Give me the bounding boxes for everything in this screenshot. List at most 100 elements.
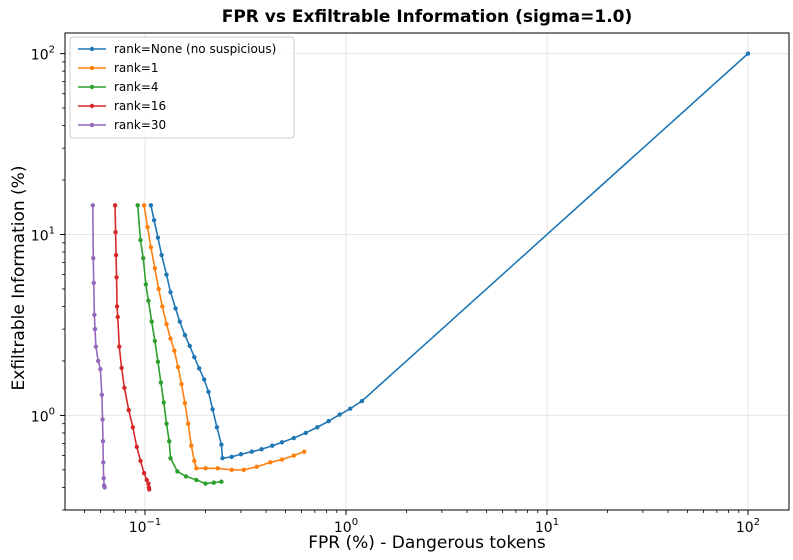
data-point [119, 365, 124, 371]
data-point [146, 298, 151, 304]
data-point [148, 203, 154, 208]
data-point [279, 457, 285, 462]
series-group-2 [135, 203, 224, 486]
data-point [126, 407, 131, 413]
data-point [194, 466, 199, 471]
data-point [303, 430, 308, 436]
data-point [183, 474, 189, 479]
data-point [194, 477, 199, 483]
data-point [164, 321, 169, 327]
data-point [326, 418, 331, 424]
data-point [90, 203, 95, 208]
data-point [91, 280, 96, 286]
legend-marker [89, 84, 95, 90]
data-point [189, 443, 194, 448]
data-point [219, 442, 224, 447]
data-point [291, 435, 296, 441]
data-point [214, 425, 220, 430]
data-point [175, 364, 181, 370]
data-point [158, 380, 164, 385]
data-point [268, 460, 273, 465]
chart-title: FPR vs Exfiltrable Information (sigma=1.… [222, 7, 633, 27]
x-axis-label: FPR (%) - Dangerous tokens [308, 533, 546, 553]
data-point [135, 203, 140, 208]
data-point [359, 398, 365, 404]
data-point [161, 400, 166, 405]
series-group-1 [141, 203, 307, 473]
data-point [167, 439, 172, 444]
data-point [210, 407, 215, 412]
data-point [238, 452, 244, 457]
data-point [315, 425, 320, 430]
data-point [164, 421, 169, 426]
data-point [114, 304, 120, 309]
data-point [168, 336, 173, 341]
data-point [141, 255, 146, 261]
data-point [113, 252, 119, 258]
data-point [187, 343, 192, 349]
series-layer [90, 51, 751, 492]
data-point [270, 443, 275, 448]
data-point [206, 389, 211, 395]
data-point [122, 385, 127, 391]
data-point [175, 469, 180, 474]
data-point [134, 444, 139, 450]
data-point [93, 344, 99, 349]
x-tick-label: 10−1 [129, 517, 162, 536]
data-point [101, 475, 106, 481]
x-tick-label: 102 [736, 517, 760, 536]
data-point [155, 235, 161, 240]
data-point [182, 400, 188, 406]
data-point [241, 467, 246, 473]
plot-frame [64, 32, 790, 511]
x-tick-label: 100 [334, 517, 358, 536]
data-point [185, 421, 191, 426]
data-point [92, 326, 98, 332]
data-point [92, 312, 97, 317]
legend: rank=None (no suspicious) rank=1 rank=4 ran… [69, 36, 295, 139]
data-point [164, 272, 169, 277]
data-point [152, 266, 158, 271]
series-group-0 [148, 51, 751, 461]
legend-entry: rank=30 [78, 118, 166, 132]
data-point [177, 319, 182, 324]
data-point [115, 314, 120, 320]
legend-label: rank=4 [114, 80, 159, 94]
legend-label: rank=30 [114, 118, 166, 132]
legend-entry: rank=4 [78, 80, 159, 94]
data-point [745, 51, 751, 56]
data-point [348, 406, 353, 411]
data-point [215, 466, 220, 471]
data-point [149, 319, 154, 324]
data-point [113, 229, 118, 235]
data-point [254, 464, 259, 469]
data-point [144, 477, 149, 483]
data-point [102, 485, 107, 490]
data-point [229, 454, 234, 460]
data-point [98, 367, 103, 372]
series-group-4 [90, 203, 107, 490]
data-point [192, 458, 197, 464]
data-point [101, 460, 106, 465]
data-point [138, 238, 143, 243]
data-point [203, 481, 208, 486]
data-point [155, 359, 161, 364]
data-point [141, 470, 147, 476]
data-point [147, 487, 152, 492]
legend-entry: rank=16 [78, 99, 166, 113]
data-point [291, 453, 296, 458]
y-axis-label: Exfiltrable Information (%) [9, 166, 29, 391]
x-tick-label: 101 [535, 517, 559, 536]
data-point [91, 255, 96, 261]
data-point [220, 456, 225, 461]
legend-marker [89, 103, 95, 109]
legend-entry: rank=1 [78, 61, 159, 75]
ticks-layer: 10−1 100 101 102 100 101 102 [31, 45, 760, 536]
y-tick-label: 100 [31, 406, 55, 425]
y-tick-label: 102 [31, 45, 55, 64]
data-point [201, 377, 207, 382]
data-point [117, 344, 122, 349]
data-point [168, 456, 173, 461]
data-point [211, 480, 217, 485]
